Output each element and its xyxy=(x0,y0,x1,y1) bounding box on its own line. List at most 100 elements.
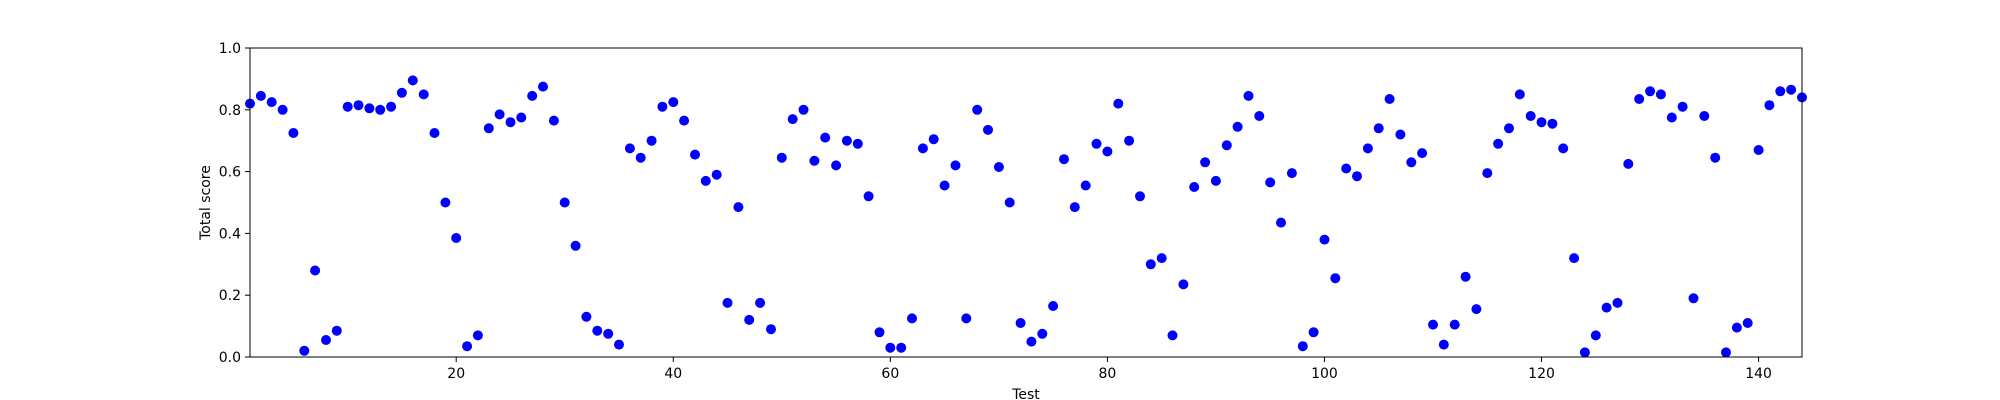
data-point xyxy=(907,313,917,324)
data-point xyxy=(375,104,386,115)
data-point xyxy=(1775,86,1786,97)
data-point xyxy=(288,128,299,138)
plot-frame xyxy=(249,47,1803,358)
data-point xyxy=(1297,341,1308,352)
data-point xyxy=(635,152,646,163)
data-point xyxy=(950,160,961,171)
y-tick-label: 0.0 xyxy=(219,350,241,366)
data-point xyxy=(1655,89,1666,100)
data-point xyxy=(1504,123,1514,134)
data-point xyxy=(1601,302,1612,313)
x-tick-label: 60 xyxy=(881,366,899,382)
data-point xyxy=(841,135,852,146)
data-point xyxy=(1699,111,1710,121)
data-point xyxy=(603,328,614,339)
data-point xyxy=(1319,234,1330,245)
data-point xyxy=(1721,347,1731,358)
data-point xyxy=(657,101,668,112)
data-point xyxy=(993,162,1004,172)
x-axis-label: Test xyxy=(1011,387,1040,400)
data-point xyxy=(1210,175,1221,186)
data-point xyxy=(1091,138,1102,149)
data-point xyxy=(1308,327,1319,338)
data-point xyxy=(1438,339,1449,350)
data-point xyxy=(548,115,559,126)
data-point xyxy=(668,97,679,108)
data-point xyxy=(1080,180,1091,191)
data-point xyxy=(1189,182,1200,192)
data-point xyxy=(581,311,592,322)
x-axis-ticks: 20 40 60 80 100 120 140 xyxy=(447,357,1772,382)
data-point xyxy=(1525,111,1536,121)
data-point xyxy=(1579,347,1590,358)
data-point xyxy=(1113,98,1124,109)
data-point xyxy=(776,152,787,163)
data-point xyxy=(1221,140,1232,151)
data-point xyxy=(1406,157,1417,168)
data-point xyxy=(1742,318,1753,328)
data-point xyxy=(451,233,462,243)
data-point xyxy=(1167,330,1178,341)
x-tick-label: 140 xyxy=(1745,366,1772,382)
data-point xyxy=(353,100,364,111)
data-point xyxy=(1352,171,1362,182)
data-point xyxy=(755,297,766,308)
data-point xyxy=(863,191,874,202)
data-point xyxy=(722,297,733,308)
data-point xyxy=(1124,135,1135,146)
data-point xyxy=(1069,202,1080,213)
data-point xyxy=(1482,168,1493,179)
data-point xyxy=(1135,191,1145,202)
data-point xyxy=(614,339,624,350)
data-point xyxy=(527,90,538,101)
data-point xyxy=(1449,319,1460,330)
x-tick-label: 100 xyxy=(1311,366,1338,382)
data-point xyxy=(1471,304,1482,315)
data-point xyxy=(787,114,798,125)
data-point xyxy=(809,155,820,166)
data-point xyxy=(679,115,690,126)
data-point xyxy=(917,143,928,154)
data-point xyxy=(852,138,863,149)
x-tick-label: 120 xyxy=(1528,366,1555,382)
data-point xyxy=(538,81,548,92)
data-point xyxy=(505,117,516,128)
data-point xyxy=(744,314,755,325)
data-point xyxy=(462,341,473,352)
data-point xyxy=(831,160,842,171)
data-point xyxy=(1547,118,1558,129)
data-point xyxy=(896,342,907,353)
data-point xyxy=(1569,253,1580,264)
data-point xyxy=(690,149,700,160)
data-point xyxy=(310,265,321,276)
data-point xyxy=(1753,145,1764,155)
x-tick-label: 80 xyxy=(1098,366,1116,382)
data-point xyxy=(1037,328,1048,339)
data-point xyxy=(1666,112,1677,123)
data-point xyxy=(1634,94,1645,104)
y-axis-label: Total score xyxy=(198,165,214,241)
y-axis-ticks: 0.0 0.2 0.4 0.6 0.8 1.0 xyxy=(219,41,250,366)
data-point xyxy=(1145,259,1156,270)
data-point xyxy=(983,124,993,135)
data-point xyxy=(396,87,407,98)
data-point xyxy=(429,128,440,138)
data-point xyxy=(440,197,451,208)
data-point xyxy=(939,180,950,191)
data-point xyxy=(1395,129,1406,140)
data-points xyxy=(245,75,1807,358)
data-point xyxy=(1786,84,1797,95)
data-point xyxy=(1710,152,1721,163)
data-point xyxy=(1362,143,1373,154)
data-point xyxy=(1623,158,1634,169)
data-point xyxy=(1156,253,1167,264)
data-point xyxy=(820,132,831,143)
data-point xyxy=(766,324,776,335)
data-point xyxy=(1645,86,1656,97)
data-point xyxy=(1341,163,1352,174)
data-point xyxy=(1026,336,1037,347)
data-point xyxy=(928,134,939,145)
data-point xyxy=(1254,111,1265,121)
data-point xyxy=(1428,319,1438,330)
